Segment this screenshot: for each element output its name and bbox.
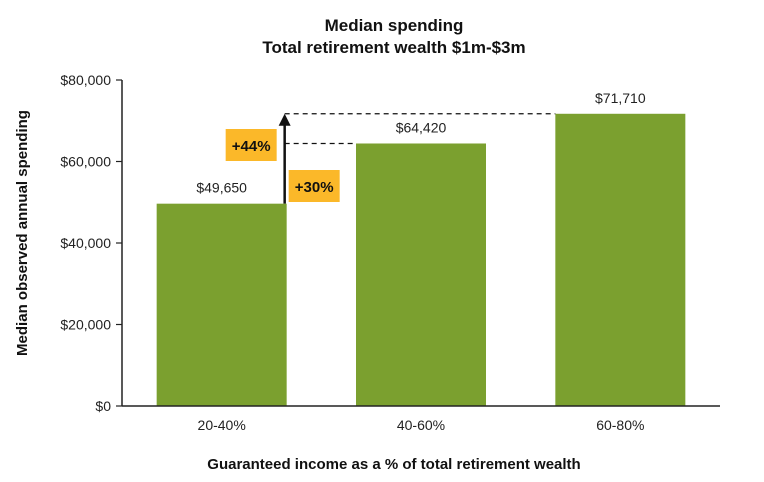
bar — [555, 113, 686, 407]
x-axis-label: Guaranteed income as a % of total retire… — [207, 456, 580, 473]
y-axis: $0 $20,000 $40,000 $60,000 $80,000 — [60, 72, 123, 414]
y-tick-label: $80,000 — [60, 72, 111, 88]
x-tick-label: 60-80% — [596, 417, 644, 433]
chart-subtitle: Total retirement wealth $1m-$3m — [262, 38, 525, 57]
bar-value-label: $64,420 — [396, 119, 447, 135]
badge-44 — [225, 129, 277, 161]
badge-44-text: +44% — [232, 138, 271, 155]
bars: $49,650 $64,420 $71,710 — [156, 90, 686, 407]
y-axis-label: Median observed annual spending — [14, 110, 31, 356]
chart-title: Median spending — [325, 16, 464, 35]
bar — [356, 143, 486, 406]
badge-30 — [288, 170, 340, 202]
y-tick-label: $60,000 — [60, 154, 111, 170]
y-tick-label: $0 — [95, 398, 111, 414]
x-tick-label: 40-60% — [397, 417, 445, 433]
x-axis: 20-40% 40-60% 60-80% — [198, 417, 645, 433]
annotations: +44% +30% — [225, 113, 556, 204]
bar — [156, 203, 287, 406]
bar-value-label: $49,650 — [196, 180, 247, 196]
x-tick-label: 20-40% — [198, 417, 246, 433]
badge-30-text: +30% — [295, 179, 334, 196]
bar-value-label: $71,710 — [595, 90, 646, 106]
increase-arrow-head — [278, 113, 291, 126]
y-tick-label: $20,000 — [60, 317, 111, 333]
y-tick-label: $40,000 — [60, 235, 111, 251]
